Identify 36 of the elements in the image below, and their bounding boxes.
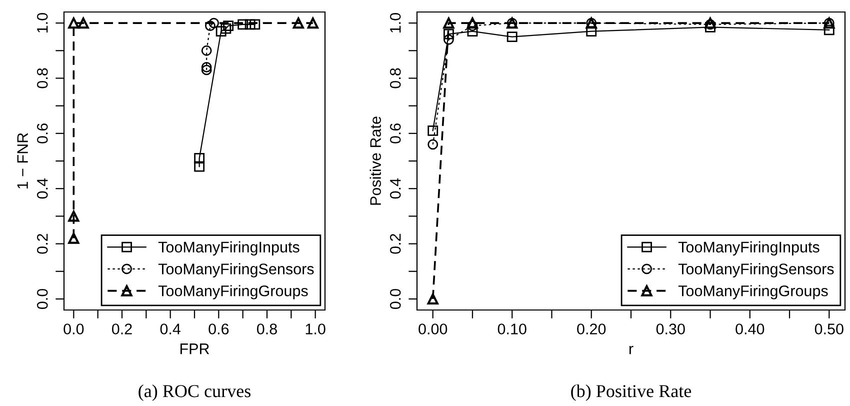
x-tick-label: 0.4 (160, 324, 181, 334)
y-tick-label: 0.2 (390, 234, 401, 254)
x-tick-label: 0.40 (736, 324, 764, 334)
x-tick-label: 0.30 (656, 324, 685, 334)
y-tick-label: 0.6 (390, 123, 401, 144)
legend-label: TooManyFiringInputs (678, 241, 820, 256)
y-tick-label: 0.6 (36, 123, 48, 144)
y-tick-label: 0.8 (390, 68, 401, 88)
x-tick-label: 0.6 (208, 324, 229, 334)
legend-label: TooManyFiringGroups (678, 285, 828, 300)
y-axis-title: Positive Rate (370, 116, 381, 205)
y-tick-label: 0.0 (390, 288, 401, 309)
y-tick-label: 0.0 (36, 288, 48, 309)
y-tick-label: 0.2 (36, 234, 48, 254)
x-tick-label: 0.10 (498, 324, 526, 334)
y-axis-title: 1 − FNR (17, 133, 28, 188)
y-tick-label: 0.4 (36, 178, 48, 199)
legend-label: TooManyFiringSensors (158, 263, 314, 278)
y-tick-label: 0.4 (390, 178, 401, 199)
x-tick-label: 0.0 (64, 324, 84, 334)
x-axis-title: FPR (180, 344, 210, 354)
x-tick-label: 0.2 (112, 324, 132, 334)
x-tick-label: 1.0 (306, 324, 326, 334)
x-tick-label: 0.00 (418, 324, 448, 334)
x-tick-label: 0.20 (577, 324, 606, 334)
y-tick-label: 0.8 (36, 68, 48, 88)
x-tick-label: 0.8 (256, 324, 277, 334)
y-tick-label: 1.0 (390, 13, 401, 32)
y-tick-label: 1.0 (36, 13, 48, 32)
legend-label: TooManyFiringSensors (678, 263, 834, 278)
x-tick-label: 0.50 (814, 324, 844, 334)
legend-label: TooManyFiringInputs (158, 241, 300, 256)
legend-label: TooManyFiringGroups (158, 285, 308, 300)
x-axis-title: r (629, 346, 634, 354)
text: (b) Positive Rate (571, 384, 692, 401)
text: (a) ROC curves (138, 384, 250, 401)
